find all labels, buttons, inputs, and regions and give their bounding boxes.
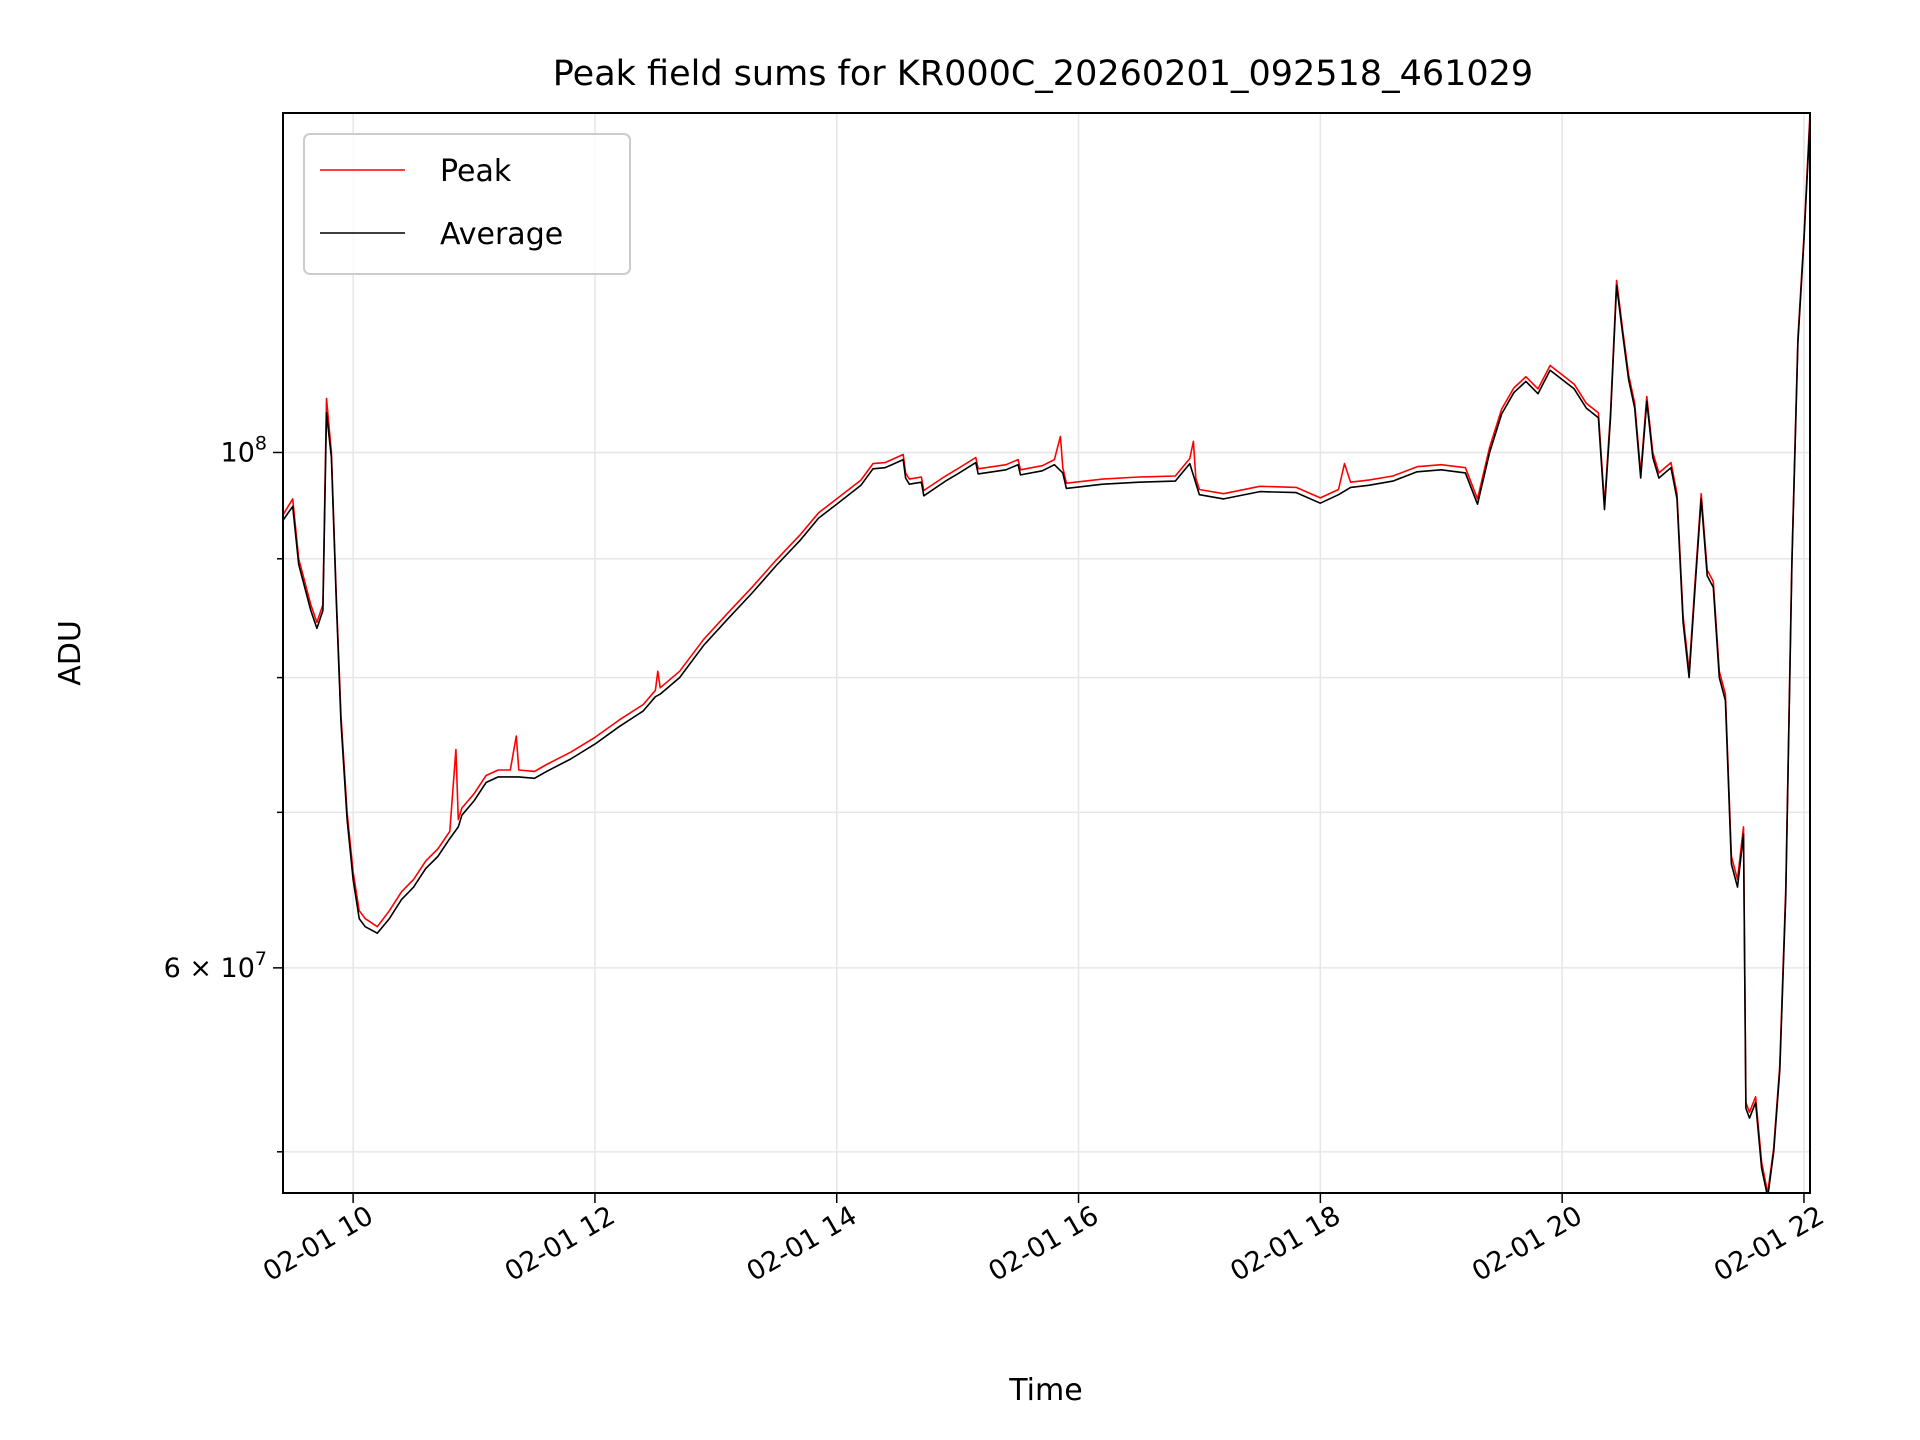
y-axis-label: ADU <box>53 620 88 686</box>
y-tick-label: 6 × 107 <box>164 948 267 984</box>
chart-title: Peak field sums for KR000C_20260201_0925… <box>553 54 1533 94</box>
y-tick-exponent: 8 <box>255 432 267 454</box>
x-axis-label: Time <box>1008 1373 1082 1408</box>
series-line-average <box>283 120 1810 1193</box>
y-tick-base: 6 × 10 <box>164 953 255 984</box>
series-lines <box>283 113 1810 1193</box>
y-tick-exponent: 7 <box>255 948 267 970</box>
plot-frame <box>282 112 1811 1194</box>
legend-average-label: Average <box>440 217 563 252</box>
legend-peak-label: Peak <box>440 154 512 189</box>
legend: Peak Average <box>303 133 631 275</box>
y-tick-label: 108 <box>221 432 267 468</box>
y-tick-base: 10 <box>221 437 255 468</box>
legend-box <box>303 133 631 275</box>
grid <box>283 113 1810 1193</box>
